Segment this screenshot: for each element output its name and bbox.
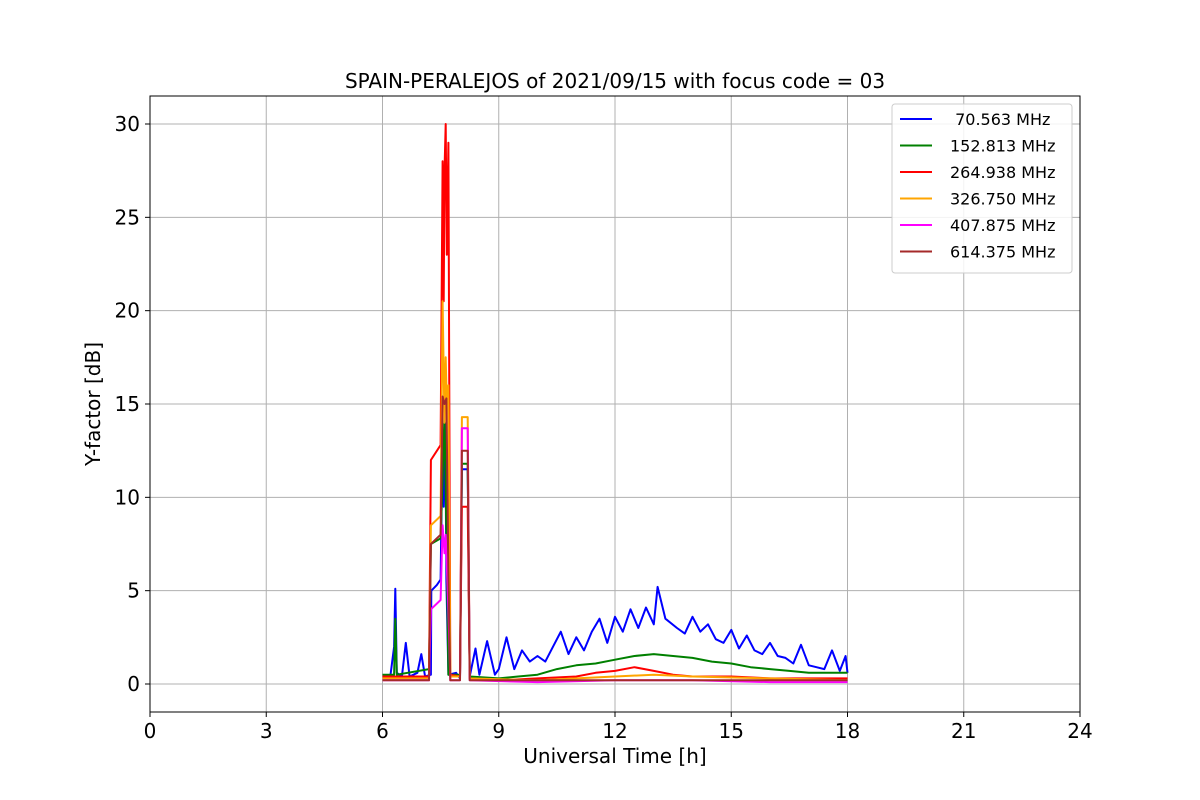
legend-box (891, 103, 1073, 274)
series-line-6 (382, 395, 848, 682)
legend-label: 614.375 MHz (950, 243, 1055, 262)
legend-label: 326.750 MHz (950, 190, 1055, 209)
x-tick-label: 12 (602, 719, 627, 743)
series-line-2 (382, 412, 848, 680)
legend-label: 70.563 MHz (950, 110, 1050, 129)
y-tick-label: 5 (127, 579, 140, 603)
x-tick-label: 0 (144, 719, 157, 743)
y-tick-label: 15 (115, 392, 140, 416)
x-tick-label: 9 (492, 719, 505, 743)
y-axis-label: Y-factor [dB] (81, 342, 105, 467)
axis-ticks: 0 3 6 9 12 15 18 21 24 0 5 10 15 20 25 30 (115, 112, 1093, 743)
legend-label: 407.875 MHz (950, 216, 1055, 235)
plot-series (382, 123, 849, 684)
y-tick-label: 25 (115, 205, 140, 229)
x-tick-label: 6 (376, 719, 389, 743)
chart-title: SPAIN-PERALEJOS of 2021/09/15 with focus… (345, 69, 885, 93)
x-tick-label: 18 (835, 719, 860, 743)
x-tick-label: 21 (951, 719, 976, 743)
y-tick-label: 0 (127, 672, 140, 696)
x-axis-label: Universal Time [h] (523, 744, 706, 768)
y-tick-label: 10 (115, 485, 140, 509)
legend: 70.563 MHz 152.813 MHz 264.938 MHz 326.750 … (891, 103, 1073, 274)
legend-label: 264.938 MHz (950, 163, 1055, 182)
series-line-1 (382, 421, 849, 680)
y-tick-label: 20 (115, 299, 140, 323)
legend-label: 152.813 MHz (950, 137, 1055, 156)
x-tick-label: 24 (1067, 719, 1092, 743)
y-tick-label: 30 (115, 112, 140, 136)
x-tick-label: 15 (719, 719, 744, 743)
x-tick-label: 3 (260, 719, 273, 743)
